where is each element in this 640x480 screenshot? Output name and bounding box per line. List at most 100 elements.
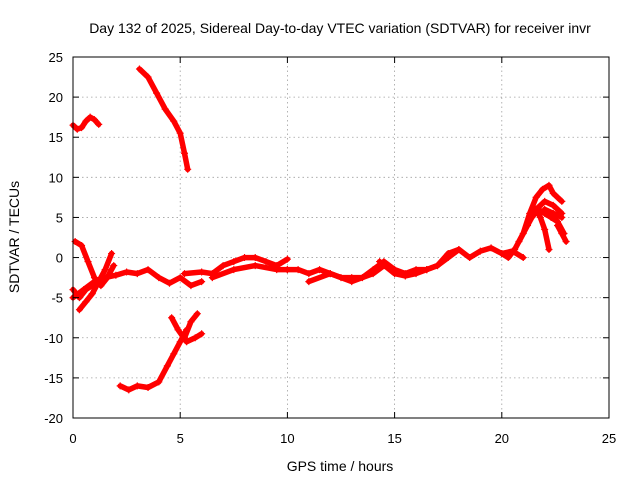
data-point-marker xyxy=(326,270,334,278)
data-point-marker xyxy=(487,244,495,252)
data-point-marker xyxy=(412,270,420,278)
data-point-marker xyxy=(112,271,120,279)
data-point-marker xyxy=(90,116,98,124)
series-arc-10 xyxy=(180,254,291,278)
data-point-marker xyxy=(455,246,463,254)
data-point-marker xyxy=(170,117,178,125)
data-point-marker xyxy=(168,314,176,322)
y-tick-label: 25 xyxy=(49,50,63,65)
series-trace xyxy=(76,250,115,313)
data-point-marker xyxy=(376,258,384,266)
chart-title: Day 132 of 2025, Sidereal Day-to-day VTE… xyxy=(89,20,591,36)
x-tick-label: 5 xyxy=(177,431,184,446)
data-point-marker xyxy=(187,282,195,290)
data-point-marker xyxy=(554,221,562,229)
data-point-marker xyxy=(466,254,474,262)
data-point-marker xyxy=(144,73,152,81)
data-point-marker xyxy=(116,382,124,390)
y-tick-label: -15 xyxy=(44,371,63,386)
plot-frame xyxy=(72,56,610,419)
x-tick-label: 15 xyxy=(387,431,401,446)
data-point-marker xyxy=(174,326,182,334)
y-axis-label: SDTVAR / TECUs xyxy=(6,181,22,293)
data-point-marker xyxy=(95,278,103,286)
data-point-marker xyxy=(230,258,238,266)
data-point-marker xyxy=(515,238,523,246)
series-trace xyxy=(424,245,526,273)
data-point-marker xyxy=(78,124,86,132)
data-point-marker xyxy=(283,255,291,263)
data-point-marker xyxy=(401,272,409,280)
series-arc-1 xyxy=(69,113,103,133)
x-tick-label: 20 xyxy=(495,431,509,446)
data-point-marker xyxy=(180,334,188,342)
y-tick-label: -10 xyxy=(44,331,63,346)
data-point-marker xyxy=(82,117,90,125)
x-tick-label: 10 xyxy=(280,431,294,446)
series-arc-19 xyxy=(532,205,553,254)
series-arc-9 xyxy=(180,310,201,342)
data-point-marker xyxy=(155,378,163,386)
y-tick-label: 20 xyxy=(49,90,63,105)
series-arc-20 xyxy=(541,205,566,221)
data-point-marker xyxy=(476,247,484,255)
data-point-marker xyxy=(110,262,118,270)
data-point-marker xyxy=(230,266,238,274)
data-point-marker xyxy=(369,270,377,278)
data-point-marker xyxy=(191,334,199,342)
x-tick-label: 25 xyxy=(602,431,616,446)
data-layer xyxy=(69,65,570,394)
data-point-marker xyxy=(95,120,103,128)
data-point-marker xyxy=(73,125,81,133)
data-point-marker xyxy=(176,338,184,346)
data-point-marker xyxy=(498,250,506,258)
data-point-marker xyxy=(519,254,527,262)
y-tick-label: 10 xyxy=(49,170,63,185)
data-point-marker xyxy=(241,254,249,262)
data-point-marker xyxy=(541,225,549,233)
data-point-marker xyxy=(161,105,169,113)
data-point-marker xyxy=(135,65,143,73)
data-point-marker xyxy=(75,306,83,314)
data-point-marker xyxy=(125,386,133,394)
data-point-marker xyxy=(78,242,86,250)
data-point-marker xyxy=(108,250,116,258)
y-tick-label: -5 xyxy=(51,291,63,306)
data-point-marker xyxy=(208,274,216,282)
data-point-marker xyxy=(532,205,540,213)
data-point-marker xyxy=(305,270,313,278)
series-arc-2 xyxy=(135,65,192,173)
data-point-marker xyxy=(433,262,441,270)
data-point-marker xyxy=(558,213,566,221)
y-tick-label: 15 xyxy=(49,130,63,145)
data-point-marker xyxy=(133,382,141,390)
data-point-marker xyxy=(541,197,549,205)
data-point-marker xyxy=(84,258,92,266)
data-point-marker xyxy=(198,330,206,338)
data-point-marker xyxy=(549,189,557,197)
data-point-marker xyxy=(305,278,313,286)
data-point-marker xyxy=(562,238,570,246)
data-point-marker xyxy=(153,89,161,97)
data-point-marker xyxy=(170,350,178,358)
data-point-marker xyxy=(549,209,557,217)
series-trace xyxy=(516,198,565,245)
data-point-marker xyxy=(101,266,109,274)
data-point-marker xyxy=(82,298,90,306)
tick-layer: 0 5 10 15 20 25 -20 -15 -10 -5 0 5 10 15 20 25 xyxy=(44,50,616,446)
data-point-marker xyxy=(198,278,206,286)
data-point-marker xyxy=(176,129,184,137)
x-axis-label: GPS time / hours xyxy=(287,458,394,474)
data-point-marker xyxy=(180,149,188,157)
data-point-marker xyxy=(444,250,452,258)
data-point-marker xyxy=(536,213,544,221)
data-point-marker xyxy=(133,270,141,278)
data-point-marker xyxy=(539,185,547,193)
data-point-marker xyxy=(532,193,540,201)
data-point-marker xyxy=(144,266,152,274)
series-trace xyxy=(533,206,552,253)
series-arc-21 xyxy=(554,221,570,246)
data-point-marker xyxy=(219,262,227,270)
